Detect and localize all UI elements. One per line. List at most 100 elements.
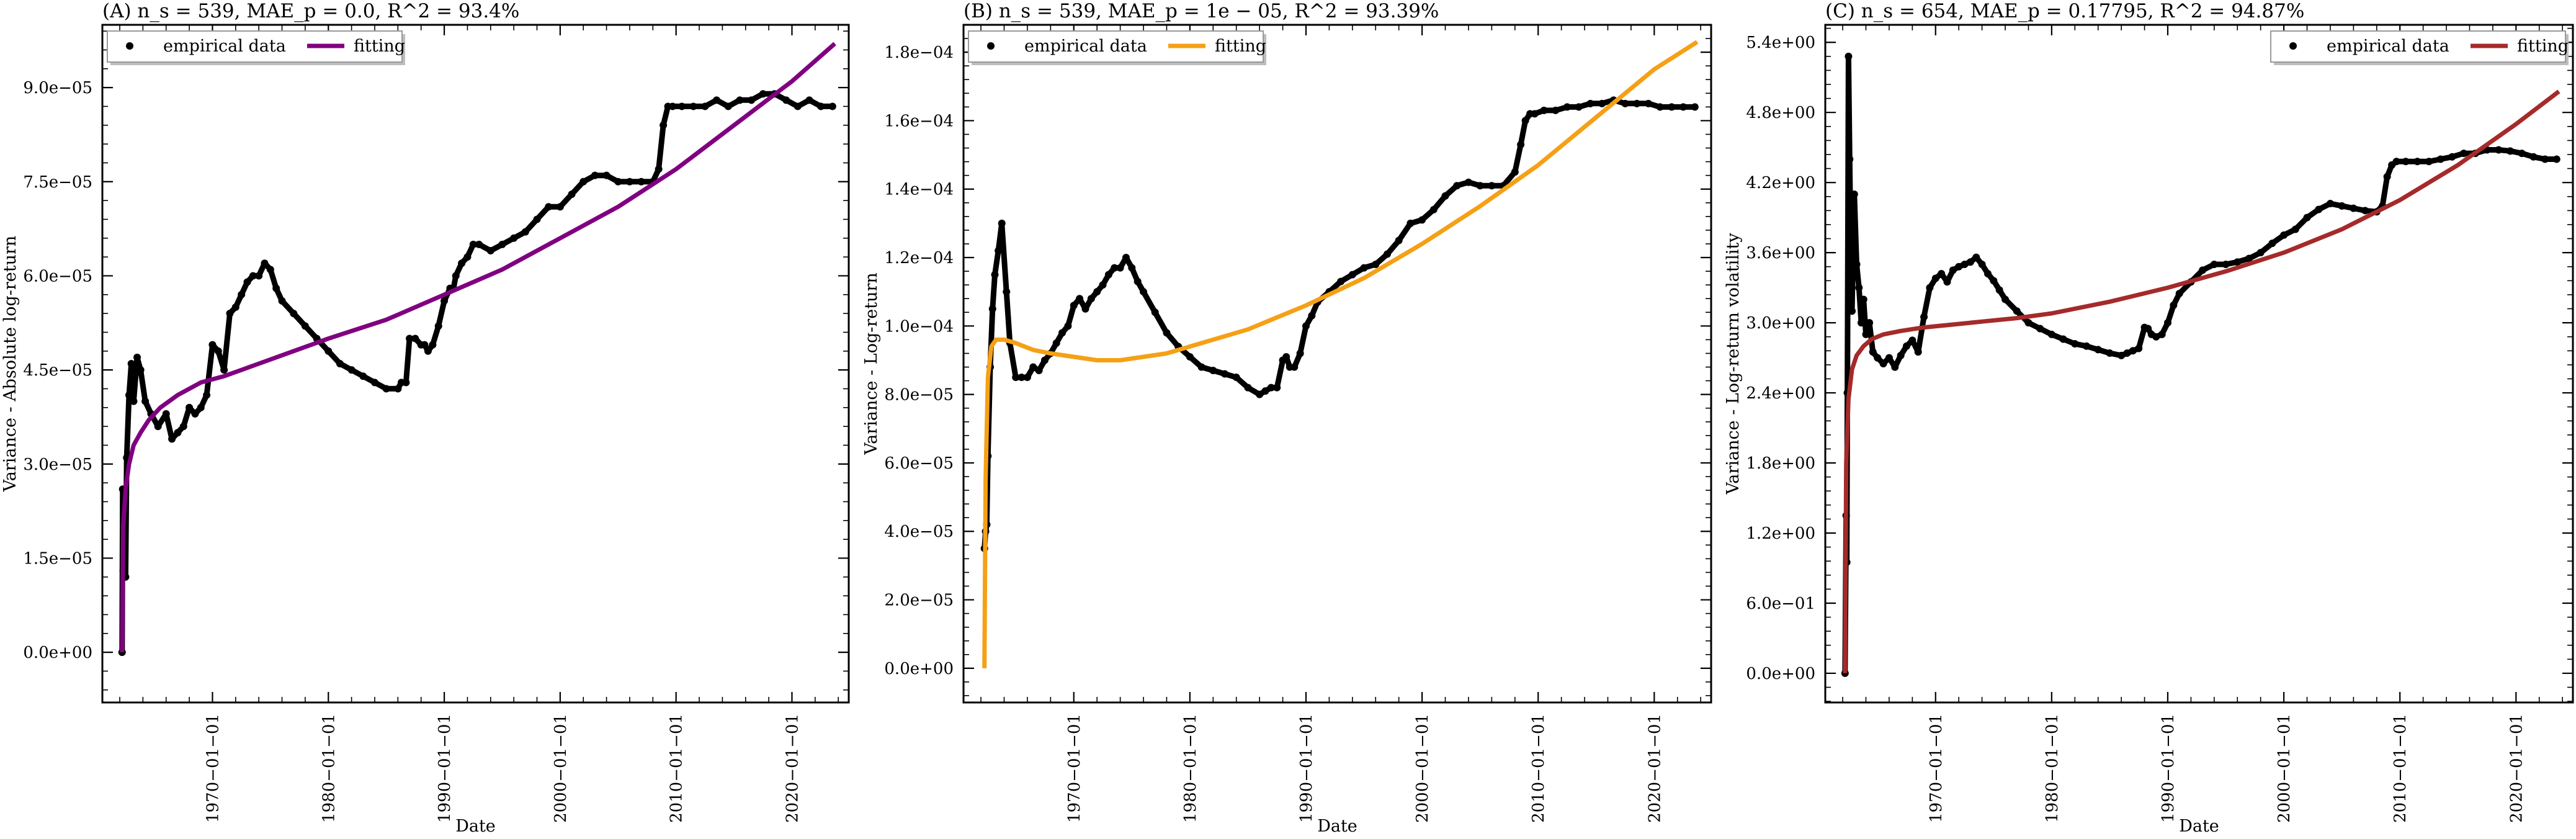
data-point (1064, 322, 1072, 330)
y-tick-label: 0.0e+00 (23, 644, 92, 662)
data-point (521, 228, 529, 236)
data-point (2175, 290, 2183, 298)
data-point (162, 410, 170, 418)
data-point (458, 259, 466, 267)
axes-frame (1824, 24, 2574, 704)
data-point (1209, 367, 1217, 375)
y-tick-label: 9.0e−05 (23, 79, 92, 97)
data-point (533, 215, 541, 223)
data-point (347, 366, 356, 374)
data-point (1552, 106, 1560, 114)
data-point (2291, 225, 2299, 233)
data-point (2245, 254, 2253, 262)
y-tick-label: 7.5e−05 (23, 173, 92, 192)
data-point (2402, 158, 2410, 166)
data-point (2036, 325, 2044, 333)
x-tick-label: 2000−01−01 (552, 714, 570, 823)
x-tick-label: 1980−01−01 (2043, 714, 2062, 823)
x-axis-label: Date (1317, 817, 1357, 836)
data-point (2413, 158, 2422, 166)
chart-panel-a: (A) n_s = 539, MAE_p = 0.0, R^2 = 93.4% 1… (1, 0, 850, 836)
data-point (2210, 260, 2218, 268)
data-point (660, 121, 668, 129)
data-point (2338, 202, 2346, 210)
data-point (1128, 264, 1136, 272)
y-minor-ticks (102, 30, 849, 691)
series-fitting-line (1843, 89, 2560, 673)
data-point (203, 391, 211, 399)
data-point (1633, 99, 1641, 107)
data-point (1244, 384, 1252, 392)
data-point (1540, 106, 1548, 114)
data-point (1337, 277, 1345, 285)
data-point (2506, 147, 2514, 155)
legend-box (107, 30, 403, 63)
data-point (469, 240, 477, 248)
data-point (1282, 352, 1290, 361)
data-point (2152, 333, 2160, 341)
legend: empirical data fitting (968, 30, 1266, 65)
data-point (1845, 52, 1853, 60)
data-point (1116, 264, 1124, 272)
data-point (1679, 103, 1688, 111)
data-point (828, 102, 836, 110)
data-point (1943, 278, 1951, 286)
data-point (579, 177, 588, 186)
data-point (1885, 354, 1893, 362)
x-axis: 1970−01−01 1980−01−01 1990−01−01 2000−01−01… (1927, 25, 2526, 823)
y-tick-label: 6.0e−05 (23, 267, 92, 285)
data-point (1846, 155, 1854, 163)
data-point (1163, 329, 1171, 337)
y-tick-label: 4.2e+00 (1746, 174, 1815, 192)
data-point (2256, 249, 2265, 257)
data-point (1966, 258, 1974, 266)
y-tick-label: 0.0e+00 (884, 660, 954, 678)
data-point (133, 353, 141, 361)
x-tick-label: 2020−01−01 (2507, 714, 2526, 823)
data-point (266, 266, 274, 274)
data-point (817, 102, 825, 110)
data-point (2199, 266, 2207, 274)
data-point (394, 385, 402, 393)
data-point (1644, 99, 1652, 107)
legend-marker-empirical (2289, 42, 2297, 50)
data-point (1859, 295, 1867, 303)
y-axis: 0.0e+00 6.0e−01 1.2e+00 1.8e+00 2.4e+00 3.0e+… (1746, 34, 2573, 683)
data-point (1920, 313, 1928, 321)
y-tick-label: 1.0e−04 (884, 317, 954, 336)
series-empirical-data (1841, 52, 2560, 677)
data-point (748, 96, 756, 104)
data-point (1429, 205, 1438, 213)
data-point (452, 272, 460, 280)
data-point (238, 290, 246, 298)
data-point (220, 366, 228, 374)
series-fitting-line (120, 42, 836, 653)
data-point (441, 297, 449, 305)
x-axis-label: Date (455, 817, 496, 836)
data-point (301, 322, 309, 330)
data-point (591, 171, 599, 179)
data-point (382, 385, 390, 393)
data-point (678, 102, 686, 110)
data-point (336, 360, 344, 367)
y-tick-label: 0.0e+00 (1746, 665, 1815, 683)
x-tick-label: 2010−01−01 (668, 714, 686, 823)
data-point (1348, 271, 1356, 279)
data-point (1575, 103, 1583, 111)
data-point (2495, 146, 2503, 154)
data-point (2529, 153, 2538, 161)
x-tick-label: 1970−01−01 (1065, 714, 1084, 823)
x-tick-label: 1980−01−01 (320, 714, 338, 823)
x-axis-label: Date (2179, 817, 2219, 836)
data-point (1668, 103, 1676, 111)
x-tick-label: 1990−01−01 (2159, 714, 2178, 823)
data-point (1186, 352, 1194, 361)
legend-label-fitting: fitting (354, 37, 405, 56)
y-tick-label: 3.0e+00 (1746, 314, 1815, 333)
y-axis-label: Variance - Log-return (862, 272, 881, 455)
data-point (324, 347, 333, 355)
data-point (1003, 288, 1011, 296)
data-point (359, 372, 367, 380)
data-point (2222, 260, 2230, 268)
